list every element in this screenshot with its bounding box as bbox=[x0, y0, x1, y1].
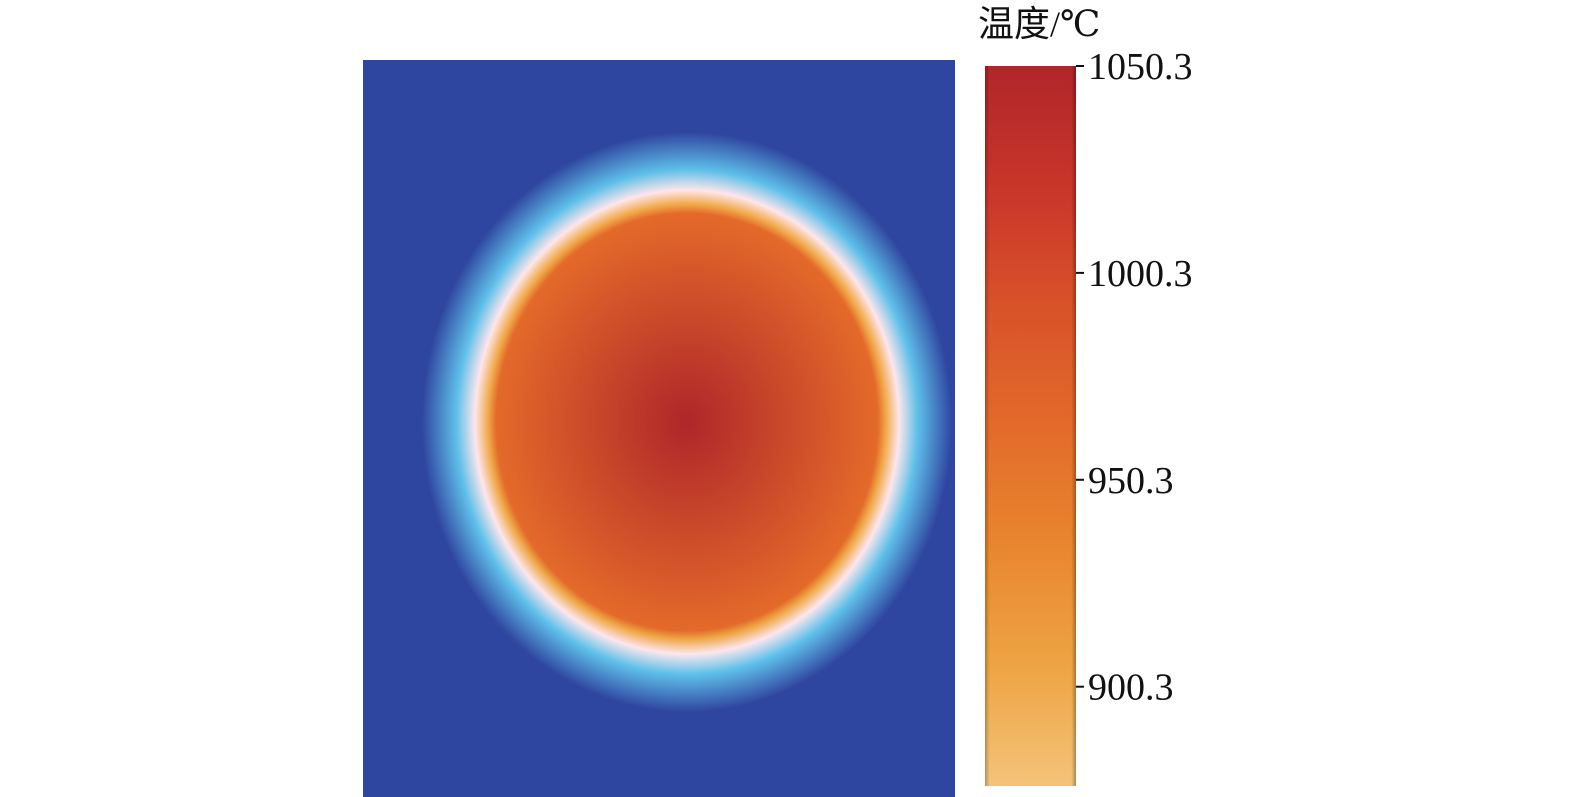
colorbar-tick-label: 900.3 bbox=[1088, 667, 1174, 709]
colorbar-tick-label: 1000.3 bbox=[1088, 253, 1193, 295]
colorbar-tick-label: 950.3 bbox=[1088, 460, 1174, 502]
colorbar-ticks: 1050.3 1000.3 950.3 900.3 bbox=[1076, 46, 1193, 709]
hot-zone-blob bbox=[422, 132, 952, 712]
colorbar-title: 温度/℃ bbox=[978, 4, 1100, 44]
colorbar-shade bbox=[985, 66, 1076, 786]
heatmap-field bbox=[363, 60, 955, 797]
colorbar: 温度/℃ 1050.3 1000.3 950.3 900.3 bbox=[978, 4, 1193, 786]
colorbar-tick-label: 1050.3 bbox=[1088, 46, 1193, 88]
